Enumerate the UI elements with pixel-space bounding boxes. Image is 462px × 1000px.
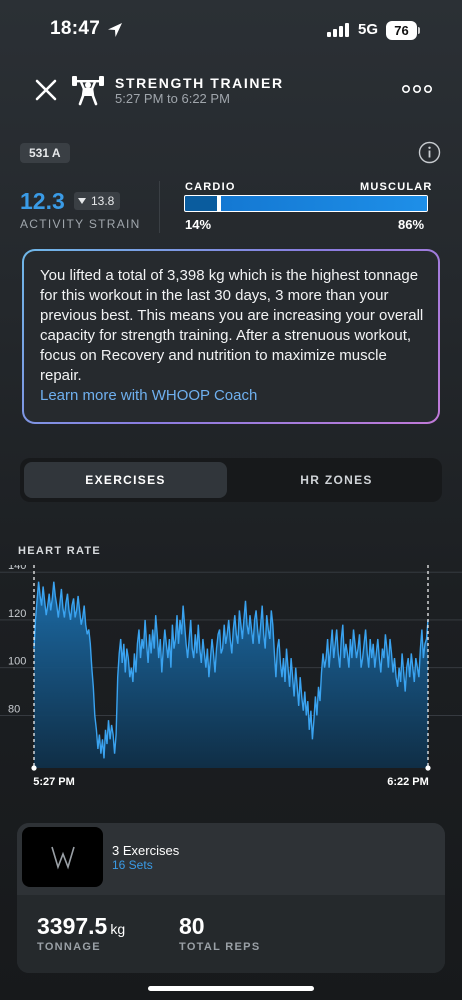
cardio-label: CARDIO [185,181,236,193]
end-time-label: 6:22 PM [387,776,429,785]
weightlifter-icon [72,76,104,106]
tab-bar: EXERCISES HR ZONES [20,458,442,502]
exercise-summary-card[interactable]: 3 Exercises 16 Sets 3397.5 kg TONNAGE 80 … [17,823,445,973]
set-count: 16 Sets [112,858,153,872]
down-triangle-icon [78,198,86,204]
total-reps-value: 80 [179,913,205,939]
end-time-dot [425,765,431,771]
coach-insight-card: You lifted a total of 3,398 kg which is … [22,249,440,424]
y-tick-label: 80 [8,703,20,715]
more-options-icon[interactable] [402,84,432,94]
activity-strain-label: ACTIVITY STRAIN [20,217,141,231]
start-time-dot [31,765,37,771]
divider [159,181,160,233]
insight-text: You lifted a total of 3,398 kg which is … [40,267,424,384]
strain-comparison-badge: 13.8 [74,192,121,210]
activity-strain-value: 12.3 [20,188,65,214]
cardio-percent: 14% [185,217,212,232]
y-tick-label: 120 [8,608,26,620]
cardio-muscular-bar [184,195,428,212]
tonnage-label: TONNAGE [37,941,101,953]
total-reps-label: TOTAL REPS [179,941,261,953]
whoop-coach-link[interactable]: Learn more with WHOOP Coach [40,387,258,404]
workout-time-range: 5:27 PM to 6:22 PM [115,91,230,106]
exercise-count: 3 Exercises [112,843,180,858]
workout-title: STRENGTH TRAINER [115,75,284,91]
muscular-percent: 86% [398,217,425,232]
muscular-label: MUSCULAR [360,181,433,193]
start-time-label: 5:27 PM [33,776,75,785]
heart-rate-chart: 140 120 100 80 5:27 PM 6:22 PM [0,565,462,785]
whoop-logo [22,827,103,887]
cardio-muscular-marker [217,196,221,211]
tab-exercises[interactable]: EXERCISES [24,462,227,498]
tonnage-value: 3397.5 kg [37,913,125,940]
location-arrow-icon [108,23,122,37]
muscular-fill [219,196,427,211]
network-type: 5G [358,21,379,38]
tonnage-unit: kg [110,921,126,937]
close-icon[interactable] [35,79,57,101]
y-tick-label: 100 [8,656,26,668]
tab-hr-zones[interactable]: HR ZONES [300,473,373,487]
heart-rate-line [33,581,429,759]
battery-icon: 76 [386,21,420,40]
battery-level: 76 [386,21,417,40]
home-indicator[interactable] [148,986,314,991]
cellular-signal-icon [327,23,349,37]
y-tick-label: 140 [8,565,26,572]
tonnage-number: 3397.5 [37,913,108,939]
status-time: 18:47 [50,18,101,39]
heart-rate-title: HEART RATE [18,545,102,557]
workout-tag: 531 A [20,143,70,163]
heart-rate-area [34,581,428,768]
strain-comparison-value: 13.8 [91,194,115,208]
info-icon[interactable] [418,141,441,164]
